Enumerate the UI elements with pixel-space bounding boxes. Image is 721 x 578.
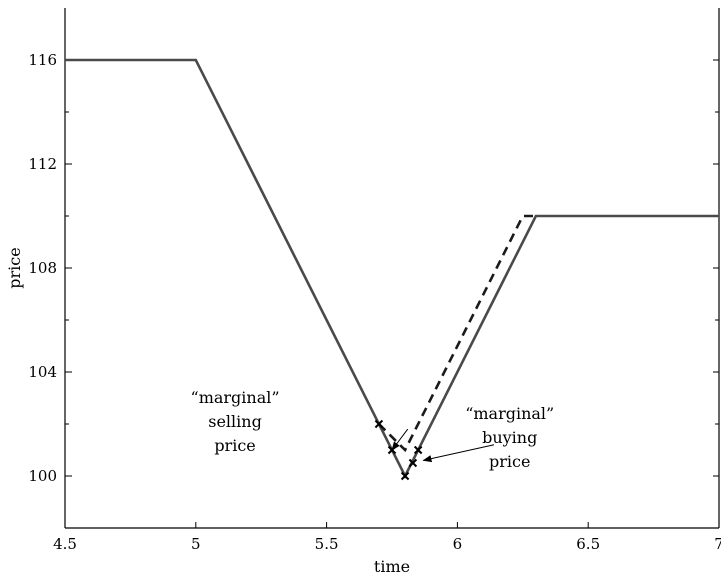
annotation-text: “marginal”	[465, 404, 554, 423]
annotation-text: price	[214, 436, 255, 455]
x-tick-label: 5	[191, 535, 201, 553]
y-tick-label: 108	[28, 259, 57, 277]
series-line-dashed	[378, 214, 536, 453]
x-marker	[374, 419, 384, 429]
annotation-group: “marginal” selling price “marginal” buying pr…	[191, 388, 555, 471]
x-marker	[413, 445, 423, 455]
x-marker-stroke	[408, 458, 418, 468]
x-marker	[408, 458, 418, 468]
x-marker-stroke	[413, 445, 423, 455]
y-tick-label: 116	[28, 51, 57, 69]
series-line-solid	[65, 58, 719, 479]
x-axis-label: time	[374, 557, 410, 576]
annotation-text: selling	[208, 412, 262, 431]
annotation-arrow	[391, 428, 409, 451]
x-marker-stroke	[400, 471, 410, 481]
y-tick-label: 100	[28, 467, 57, 485]
y-tick-label: 104	[28, 363, 57, 381]
y-tick-label: 112	[28, 155, 57, 173]
x-tick-label: 4.5	[53, 535, 77, 553]
annotation-text: “marginal”	[191, 388, 280, 407]
x-tick-label: 5.5	[315, 535, 339, 553]
x-tick-label: 6.5	[576, 535, 600, 553]
x-tick-label: 7	[714, 535, 721, 553]
x-marker	[400, 471, 410, 481]
annotation-arrow	[422, 444, 495, 463]
annotation-text: price	[489, 452, 530, 471]
y-axis-label: price	[5, 247, 24, 288]
x-tick-label: 6	[453, 535, 463, 553]
x-marker-stroke	[374, 419, 384, 429]
annotation-text: buying	[482, 428, 537, 447]
series-group	[65, 58, 719, 479]
axis-ticks: 4.5 5 5.5 6 6.5 7 100 104 108 112 116	[28, 51, 721, 553]
